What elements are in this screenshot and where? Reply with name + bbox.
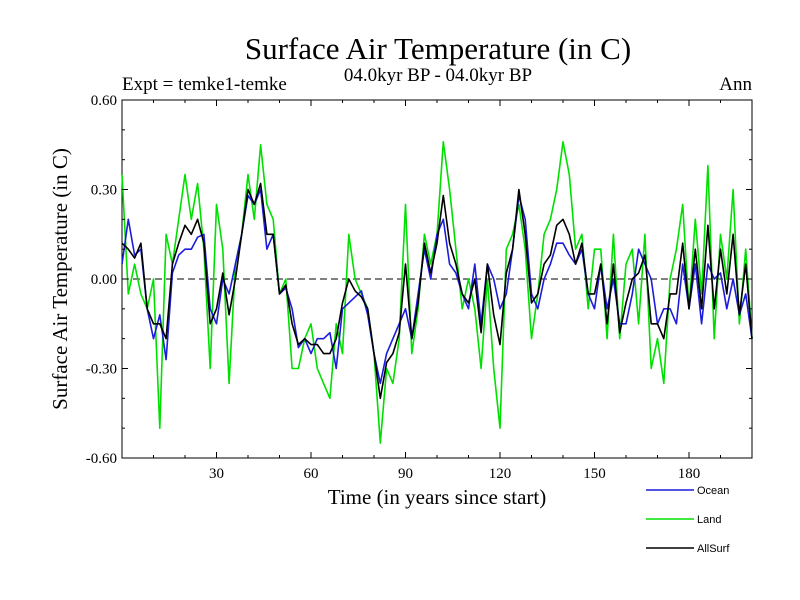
season-label: Ann [719,74,752,95]
series-layer [121,141,753,444]
axes: 30 60 90 120 150 180 -0.60 -0.30 0.00 0.30 0.60 [86,93,752,482]
x-tick-label: 30 [209,466,224,482]
y-tick-label: -0.30 [86,362,117,378]
x-tick-label: 60 [304,466,319,482]
experiment-label: Expt = temke1-temke [122,74,287,95]
legend-label-ocean: Ocean [697,485,729,497]
chart-title: Surface Air Temperature (in C) [245,31,631,66]
x-tick-label: 120 [489,466,512,482]
time-range-label: 04.0kyr BP - 04.0kyr BP [344,65,532,86]
y-tick-label: 0.30 [91,183,117,199]
legend-label-allsurf: AllSurf [697,543,730,555]
legend-label-land: Land [697,514,721,526]
legend: Ocean Land AllSurf [646,485,730,555]
series-line-land [121,141,753,444]
x-tick-label: 180 [678,466,701,482]
series-line-ocean [121,188,753,385]
x-axis-label: Time (in years since start) [328,485,547,509]
y-tick-label: 0.60 [91,93,117,109]
x-tick-label: 90 [398,466,413,482]
series-line-allsurf [121,182,753,400]
y-axis-label: Surface Air Temperature (in C) [48,148,72,410]
x-tick-label: 150 [583,466,606,482]
y-tick-label: 0.00 [91,272,117,288]
y-tick-label: -0.60 [86,451,117,467]
